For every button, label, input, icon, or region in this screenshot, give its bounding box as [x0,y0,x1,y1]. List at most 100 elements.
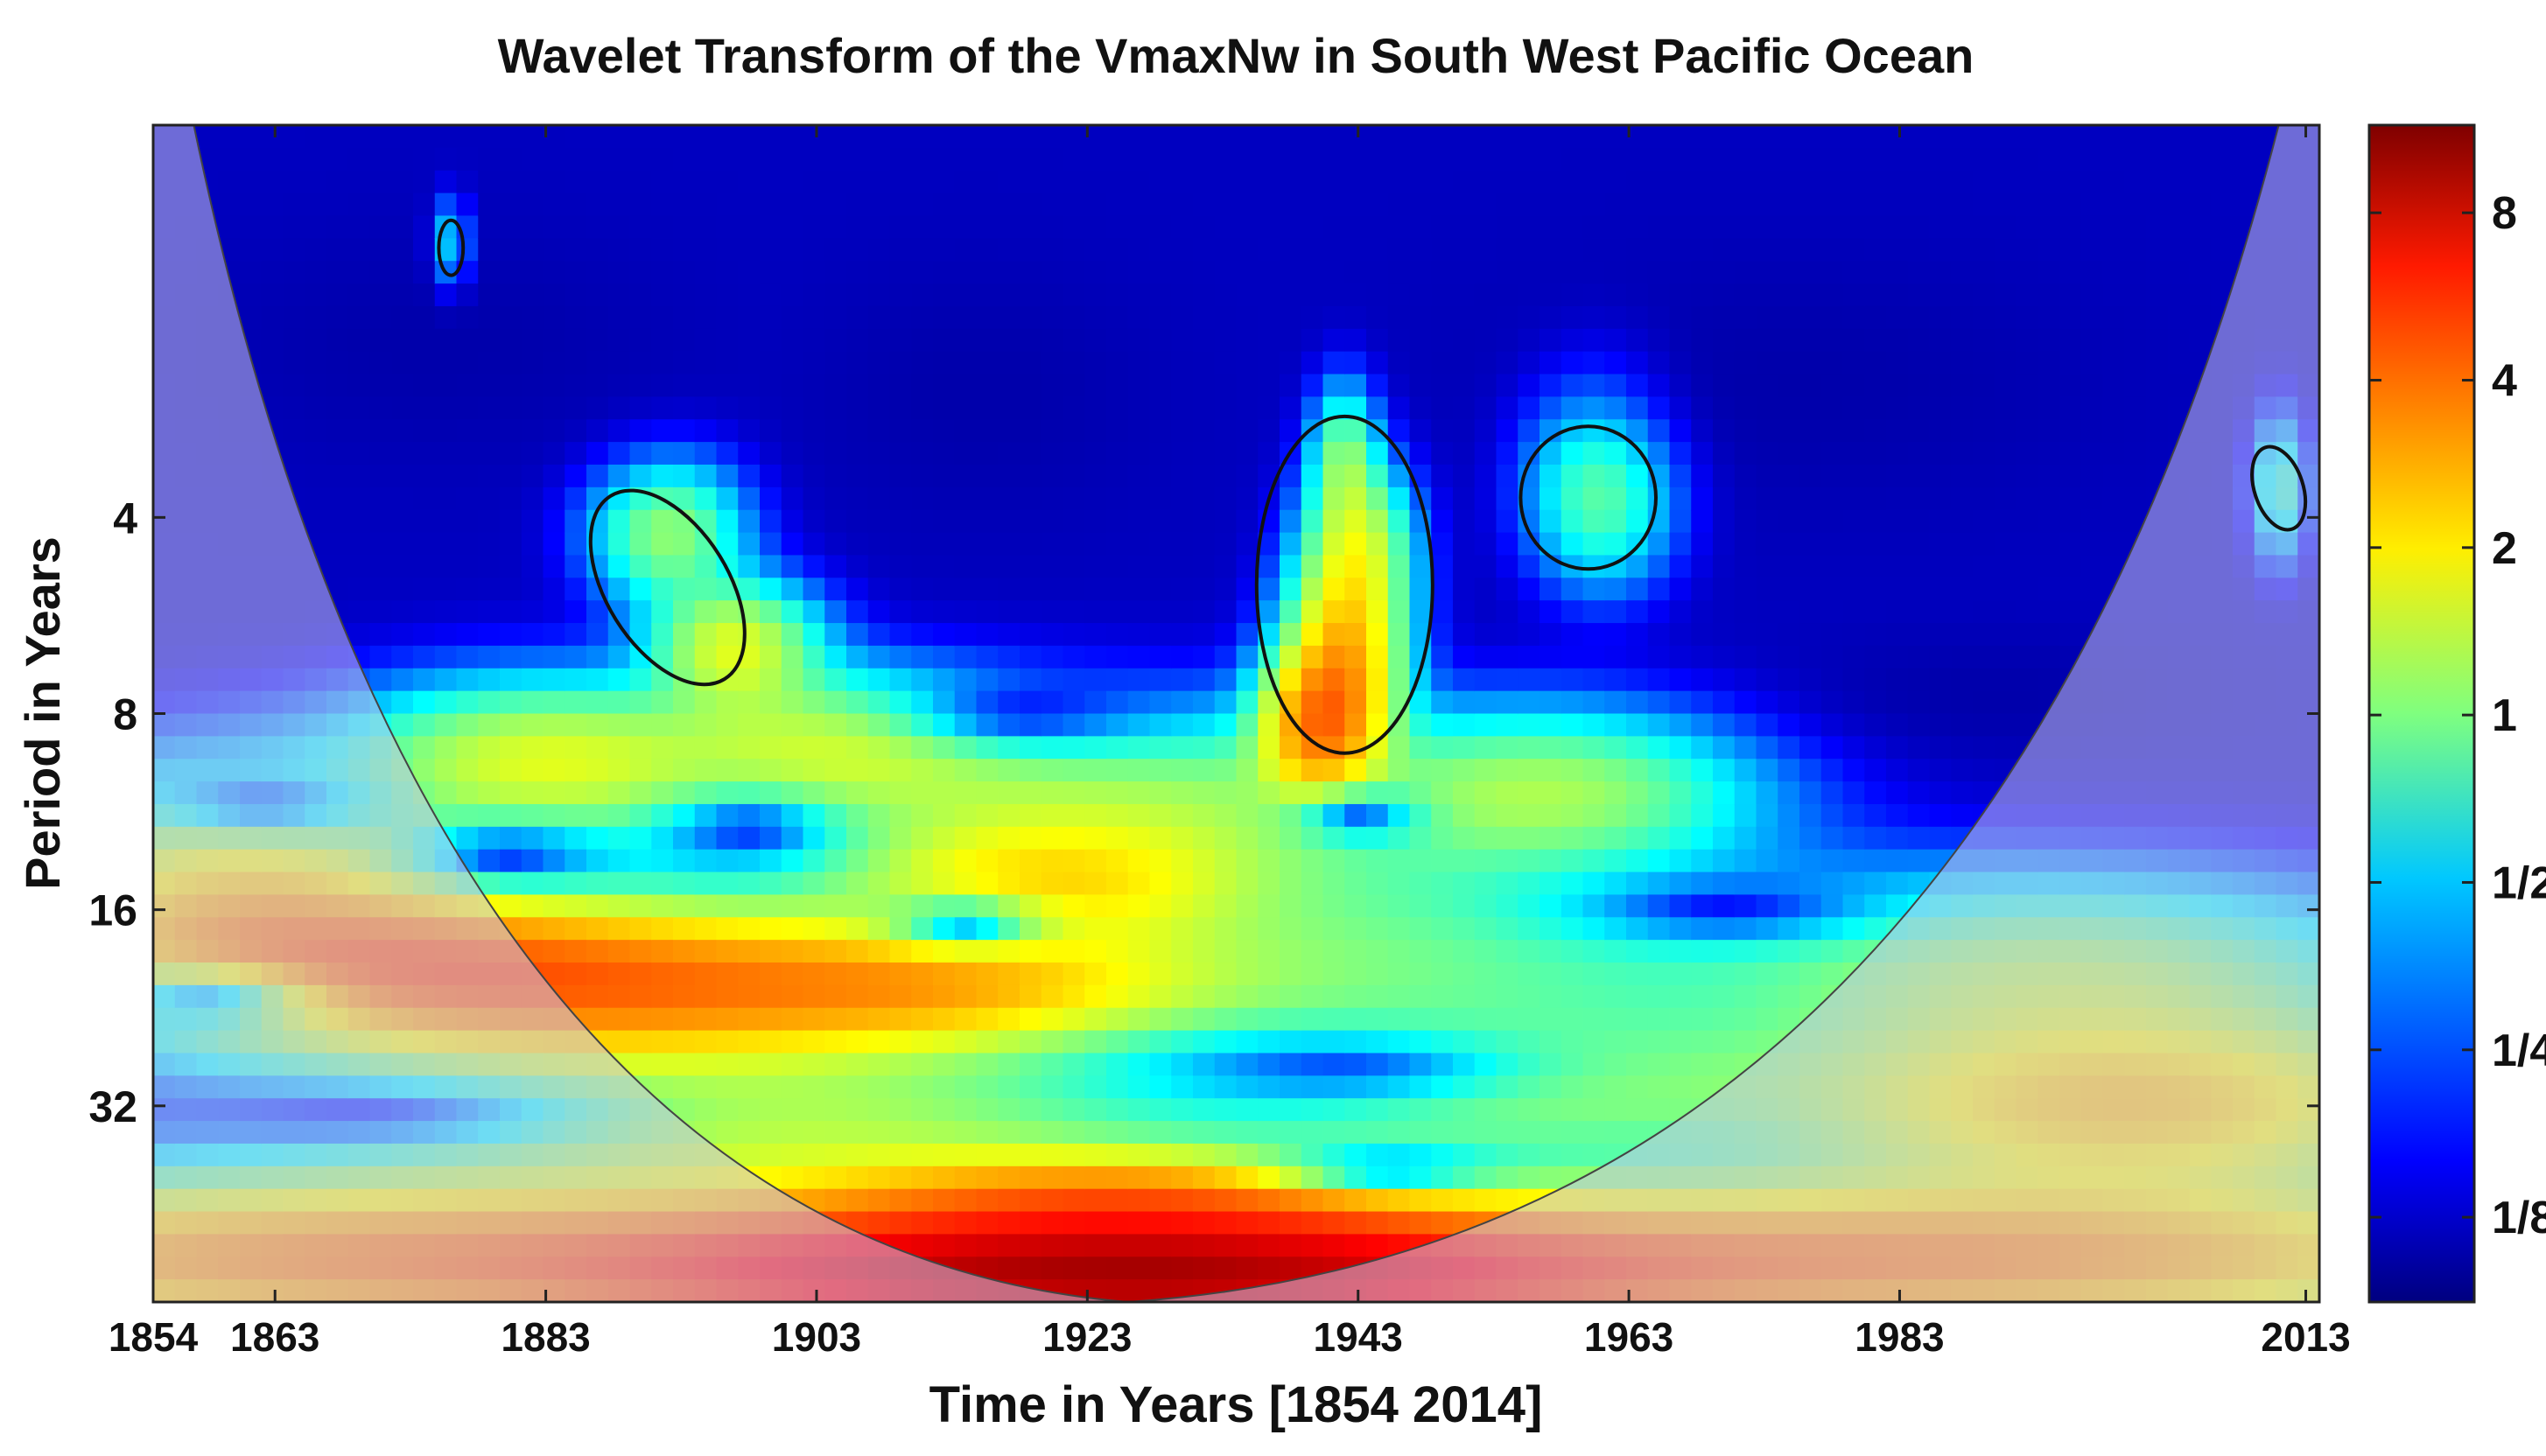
heatmap-cell [867,374,891,398]
heatmap-cell [2038,215,2060,240]
heatmap-cell [1127,1030,1151,1054]
heatmap-cell [1820,872,1844,896]
heatmap-cell [1127,419,1151,443]
heatmap-cell [1020,1256,1042,1280]
heatmap-cell [716,192,740,217]
heatmap-cell [998,940,1021,963]
heatmap-cell [1734,1007,1757,1032]
heatmap-cell [781,600,804,624]
heatmap-cell [1236,374,1259,398]
heatmap-cell [824,351,847,375]
heatmap-cell [1236,962,1259,986]
heatmap-cell [1431,849,1454,873]
heatmap-cell [1214,125,1238,149]
heatmap-cell [673,984,696,1009]
heatmap-cell [1106,984,1129,1009]
heatmap-cell [846,261,869,284]
heatmap-cell [998,1007,1021,1032]
heatmap-cell [1084,803,1107,828]
heatmap-cell [1647,1098,1671,1122]
heatmap-cell [673,351,696,375]
heatmap-cell [889,1166,913,1190]
heatmap-cell [1540,1007,1562,1032]
heatmap-cell [716,962,740,986]
heatmap-cell [694,170,718,194]
heatmap-cell [305,192,327,217]
heatmap-cell [1973,555,1995,579]
heatmap-cell [1344,668,1367,692]
heatmap-cell [889,215,913,240]
heatmap-cell [521,374,544,398]
heatmap-cell [1951,442,1974,466]
heatmap-cell [998,509,1021,534]
heatmap-cell [1713,192,1736,217]
heatmap-cell [2167,351,2191,375]
heatmap-cell [2080,578,2104,601]
heatmap-cell [1236,1234,1259,1258]
heatmap-cell [1626,328,1649,353]
heatmap-cell [1453,442,1476,466]
heatmap-cell [1756,486,1779,511]
heatmap-cell [1864,215,1887,240]
heatmap-cell [1301,305,1324,330]
heatmap-cell [1301,238,1324,262]
heatmap-cell [1799,464,1822,488]
heatmap-cell [1799,578,1822,601]
heatmap-cell [456,419,480,443]
heatmap-cell [1474,690,1497,715]
heatmap-cell [1193,940,1216,963]
heatmap-cell [1387,668,1411,692]
heatmap-cell [240,238,263,262]
heatmap-cell [1453,781,1476,805]
heatmap-cell [1951,600,1974,624]
heatmap-cell [1626,1007,1649,1032]
heatmap-cell [781,170,804,194]
heatmap-cell [867,555,891,579]
heatmap-cell [1431,125,1454,149]
heatmap-cell [781,442,804,466]
heatmap-cell [2167,170,2191,194]
heatmap-cell [1084,1121,1107,1144]
heatmap-cell [1387,736,1411,760]
heatmap-cell [1431,147,1454,172]
heatmap-cell [1366,1030,1389,1054]
heatmap-cell [651,419,674,443]
heatmap-cell [694,600,718,624]
heatmap-cell [1474,940,1497,963]
heatmap-cell [846,940,869,963]
heatmap-cell [478,713,501,738]
heatmap-cell [1973,645,1995,669]
heatmap-cell [738,442,761,466]
heatmap-cell [846,781,869,805]
heatmap-cell [1604,1121,1627,1144]
heatmap-cell [1994,284,2017,307]
heatmap-cell [434,374,458,398]
heatmap-cell [1474,215,1497,240]
heatmap-cell [1280,532,1302,556]
heatmap-cell [781,826,804,850]
heatmap-cell [1474,1166,1497,1190]
heatmap-cell [1344,328,1367,353]
heatmap-cell [1540,486,1562,511]
heatmap-cell [1041,351,1064,375]
heatmap-cell [1280,917,1302,941]
heatmap-cell [1561,1121,1584,1144]
heatmap-cell [1063,1211,1086,1236]
heatmap-cell [1496,328,1519,353]
heatmap-cell [1041,261,1064,284]
heatmap-cell [1431,1188,1454,1213]
heatmap-cell [1799,600,1822,624]
heatmap-cell [1496,374,1519,398]
heatmap-cell [1127,826,1151,850]
heatmap-cell [1322,690,1346,715]
heatmap-cell [1106,464,1129,488]
heatmap-cell [1540,1075,1562,1100]
heatmap-cell [1063,305,1086,330]
heatmap-cell [1973,192,1995,217]
heatmap-cell [1669,1030,1693,1054]
heatmap-cell [803,1143,826,1167]
heatmap-cell [434,645,458,669]
heatmap-cell [1127,442,1151,466]
heatmap-cell [1582,192,1606,217]
heatmap-cell [1647,396,1671,421]
